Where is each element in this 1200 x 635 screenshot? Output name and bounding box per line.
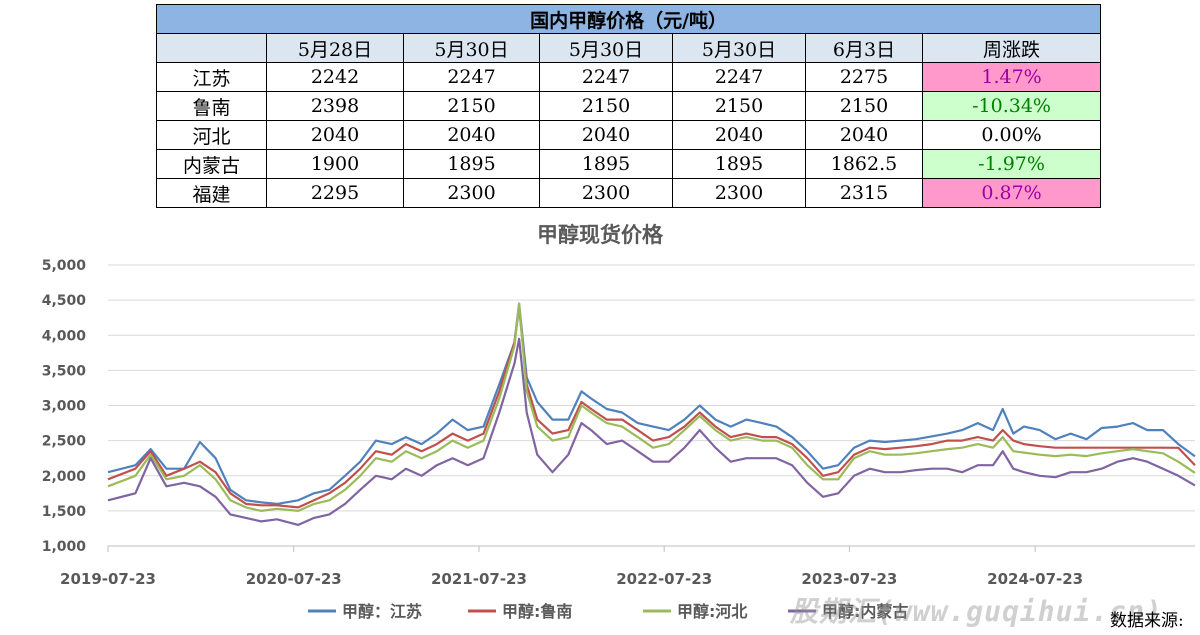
series-line [107,302,1196,512]
source-label: 数据来源: [1110,611,1184,631]
region-cell: 江苏 [156,62,267,92]
value-cell: 2242 [266,62,404,92]
value-cell: 1895 [403,149,540,179]
value-cell: 1895 [672,149,806,179]
header-cell: 5月30日 [539,33,673,63]
value-cell: 2247 [403,62,540,92]
value-cell: 2150 [539,91,673,121]
value-cell: 2150 [403,91,540,121]
chart-title: 甲醇现货价格 [537,223,664,247]
series-line [107,337,1196,526]
change-cell: -10.34% [921,91,1102,121]
legend-label: 甲醇:内蒙古 [822,602,908,621]
value-cell: 2040 [805,120,923,150]
y-tick-label: 1,000 [42,539,87,555]
region-cell: 福建 [156,178,267,208]
change-cell: -1.97% [921,149,1102,179]
value-cell: 2247 [672,62,806,92]
value-cell: 2300 [672,178,806,208]
change-cell: 0.87% [921,178,1102,208]
change-cell: 0.00% [921,120,1102,150]
y-tick-label: 4,500 [42,293,87,309]
x-tick-label: 2023-07-23 [801,570,897,588]
y-tick-label: 3,500 [42,363,87,379]
price-table: 国内甲醇价格（元/吨） 5月28日 5月30日 5月30日 5月30日 6月3日… [155,4,1102,208]
value-cell: 2040 [403,120,540,150]
table-header-row: 5月28日 5月30日 5月30日 5月30日 6月3日 周涨跌 [156,33,1102,63]
y-tick-label: 3,000 [42,399,87,415]
x-tick-label: 2020-07-23 [246,570,342,588]
legend-label: 甲醇:鲁南 [502,602,572,621]
region-cell: 河北 [156,120,267,150]
table-row: 河北 2040 2040 2040 2040 2040 0.00% [156,120,1102,150]
value-cell: 2398 [266,91,404,121]
value-cell: 1900 [266,149,404,179]
value-cell: 2295 [266,178,404,208]
value-cell: 2040 [266,120,404,150]
legend-label: 甲醇：江苏 [342,602,422,621]
watermark: 股期汇(www.guqihui.cn) [790,595,1163,628]
price-line-chart: 甲醇现货价格 1,000 1,500 2,000 2,500 3,000 3,500 4,00… [42,223,1196,621]
y-tick-label: 4,000 [42,328,87,344]
value-cell: 2040 [672,120,806,150]
table-row: 福建 2295 2300 2300 2300 2315 0.87% [156,178,1102,208]
x-tick-label: 2021-07-23 [431,570,527,588]
x-tick-label: 2019-07-23 [60,570,156,588]
header-cell: 6月3日 [805,33,923,63]
y-tick-label: 1,500 [42,504,87,520]
value-cell: 1862.5 [805,149,923,179]
table-row: 内蒙古 1900 1895 1895 1895 1862.5 -1.97% [156,149,1102,179]
value-cell: 2150 [805,91,923,121]
header-cell: 5月28日 [266,33,404,63]
change-cell: 1.47% [921,62,1102,92]
x-tick-label: 2024-07-23 [987,570,1083,588]
region-cell: 内蒙古 [156,149,267,179]
header-cell: 周涨跌 [921,33,1102,63]
value-cell: 2300 [403,178,540,208]
x-tick-label: 2022-07-23 [616,570,712,588]
header-cell [156,33,267,63]
table-row: 鲁南 2398 2150 2150 2150 2150 -10.34% [156,91,1102,121]
y-tick-label: 5,000 [42,258,87,274]
y-tick-label: 2,000 [42,469,87,485]
value-cell: 2315 [805,178,923,208]
value-cell: 2150 [672,91,806,121]
region-cell: 鲁南 [156,91,267,121]
header-cell: 5月30日 [672,33,806,63]
series-line [107,302,1196,505]
header-cell: 5月30日 [403,33,540,63]
table-title: 国内甲醇价格（元/吨） [155,4,1102,34]
y-tick-label: 2,500 [42,434,87,450]
value-cell: 2300 [539,178,673,208]
value-cell: 2040 [539,120,673,150]
legend-label: 甲醇:河北 [677,602,747,621]
value-cell: 2247 [539,62,673,92]
table-row: 江苏 2242 2247 2247 2247 2275 1.47% [156,62,1102,92]
value-cell: 1895 [539,149,673,179]
value-cell: 2275 [805,62,923,92]
series-line [107,306,1196,509]
